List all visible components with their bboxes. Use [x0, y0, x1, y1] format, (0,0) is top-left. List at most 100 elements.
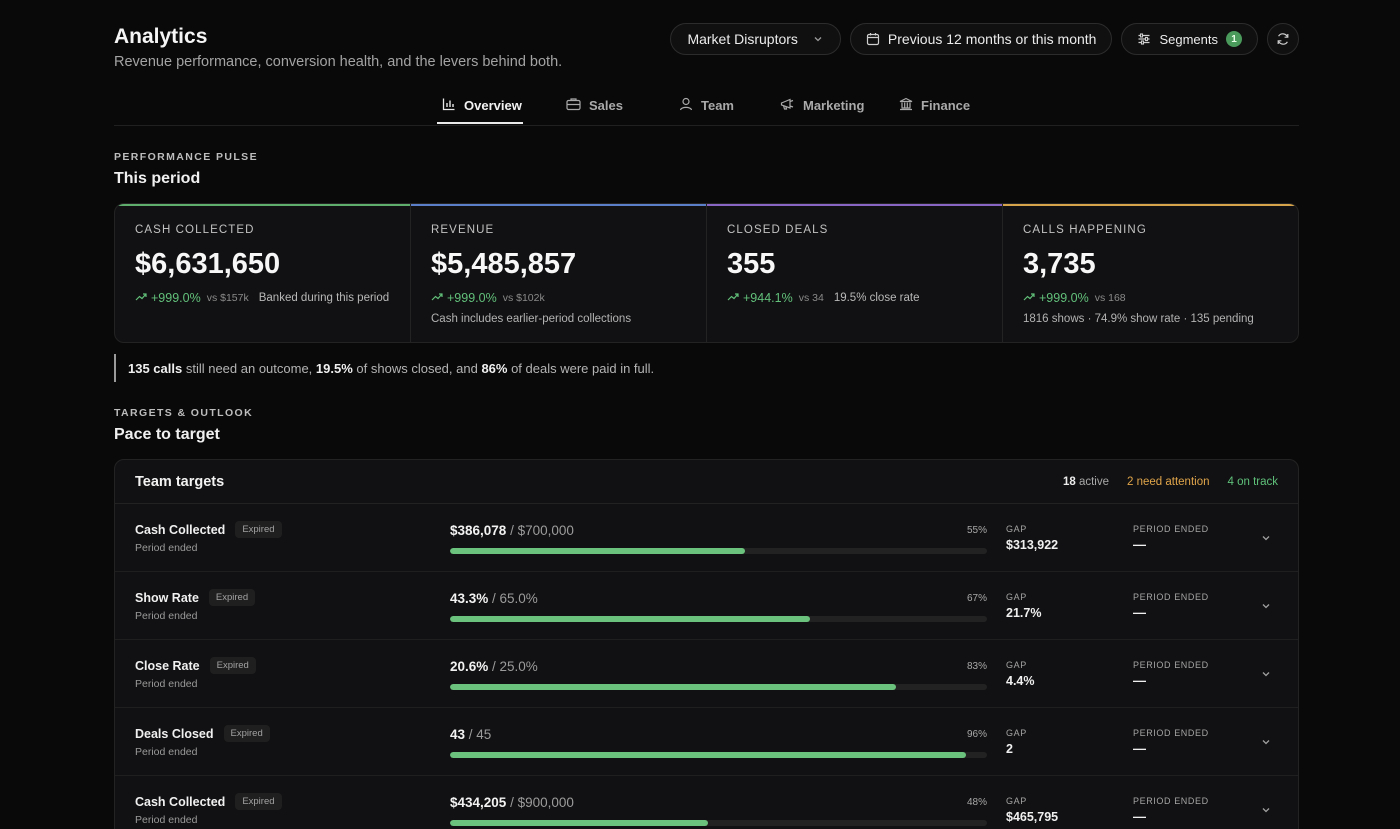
tab-sales[interactable]: Sales [566, 94, 623, 116]
target-row[interactable]: Cash Collected Expired Period ended $434,20… [115, 776, 1298, 829]
target-status: Period ended [135, 746, 198, 758]
gap-value: 4.4% [1006, 674, 1035, 688]
target-row[interactable]: Show Rate Expired Period ended 43.3% / 65.0… [115, 572, 1298, 640]
target-amount: $386,078 / $700,000 [450, 523, 574, 538]
gap-label: GAP [1006, 660, 1027, 670]
target-amount: 20.6% / 25.0% [450, 659, 538, 674]
kpi-label: CASH COLLECTED [135, 224, 255, 236]
tab-bar: Overview Sales Team Marketing Finance [114, 84, 1299, 126]
refresh-button[interactable] [1267, 23, 1299, 55]
progress-fill [450, 752, 966, 758]
callout-paid-pct: 86% [481, 360, 508, 376]
kpi-delta-row: +999.0% vs 168 [1023, 291, 1298, 305]
tab-team[interactable]: Team [679, 94, 734, 116]
attention-count[interactable]: 2 need attention [1127, 475, 1210, 488]
period-ended-label: PERIOD ENDED [1133, 660, 1209, 670]
progress-track [450, 820, 987, 826]
target-current: $434,205 [450, 795, 507, 810]
callout-calls: 135 calls [128, 360, 183, 376]
gap-value: 2 [1006, 742, 1013, 756]
tab-label: Marketing [803, 97, 865, 113]
target-goal: / 65.0% [488, 591, 538, 606]
kpi-delta-row: +999.0% vs $157k Banked during this peri… [135, 291, 410, 305]
segment-select-label: Market Disruptors [687, 31, 798, 47]
kpi-delta: +999.0% [1023, 291, 1089, 305]
target-row[interactable]: Close Rate Expired Period ended 20.6% / 25.… [115, 640, 1298, 708]
tab-label: Sales [589, 97, 623, 113]
expired-badge: Expired [235, 793, 282, 810]
pulse-eyebrow: PERFORMANCE PULSE [114, 151, 258, 163]
expired-badge: Expired [208, 589, 256, 606]
expired-badge: Expired [223, 725, 270, 742]
gap-value: $465,795 [1006, 810, 1059, 824]
bar-chart-icon [442, 97, 456, 114]
segments-label: Segments [1159, 31, 1218, 47]
panel-title: Team targets [135, 473, 225, 490]
gap-value: 21.7% [1006, 606, 1042, 620]
progress-fill [450, 548, 746, 554]
expand-chevron-icon[interactable] [1260, 667, 1272, 685]
expand-chevron-icon[interactable] [1260, 803, 1272, 821]
segments-button[interactable]: Segments 1 [1121, 23, 1258, 55]
expand-chevron-icon[interactable] [1260, 599, 1272, 617]
period-ended-label: PERIOD ENDED [1133, 592, 1209, 602]
user-icon [679, 97, 693, 114]
kpi-card-revenue: REVENUE $5,485,857 +999.0% vs $102k Cash… [411, 204, 707, 342]
tab-marketing[interactable]: Marketing [780, 94, 864, 116]
kpi-delta-row: +999.0% vs $102k [431, 291, 706, 305]
kpi-delta: +999.0% [135, 291, 201, 305]
kpi-note: 19.5% close rate [833, 292, 920, 304]
target-amount: $434,205 / $900,000 [450, 795, 574, 810]
on-track-count[interactable]: 4 on track [1227, 475, 1279, 488]
target-status: Period ended [135, 542, 198, 554]
progress-fill [450, 616, 810, 622]
target-name-label: Cash Collected [135, 522, 226, 537]
target-row[interactable]: Cash Collected Expired Period ended $386,07… [115, 504, 1298, 572]
period-ended-label: PERIOD ENDED [1133, 728, 1209, 738]
card-accent-bar [1003, 204, 1298, 206]
kpi-cards: CASH COLLECTED $6,631,650 +999.0% vs $15… [114, 203, 1299, 343]
kpi-sub: Cash includes earlier-period collections [431, 313, 632, 325]
pulse-title: This period [114, 170, 201, 187]
period-select[interactable]: Previous 12 months or this month [849, 23, 1113, 55]
kpi-vs: vs 168 [1094, 292, 1126, 304]
expand-chevron-icon[interactable] [1260, 735, 1272, 753]
target-rows: Cash Collected Expired Period ended $386,07… [115, 504, 1298, 829]
kpi-delta: +999.0% [431, 291, 497, 305]
header-controls: Market Disruptors Previous 12 months or … [670, 23, 1299, 55]
gap-label: GAP [1006, 796, 1027, 806]
progress-track [450, 752, 987, 758]
kpi-vs: vs 34 [798, 292, 824, 304]
target-percent: 48% [966, 797, 987, 808]
target-goal: / $900,000 [506, 795, 574, 810]
target-goal: / $700,000 [506, 523, 574, 538]
callout-text: 135 calls still need an outcome, 19.5% o… [128, 361, 654, 376]
period-ended-value: — [1133, 605, 1146, 620]
kpi-delta-row: +944.1% vs 34 19.5% close rate [727, 291, 1002, 305]
refresh-icon [1276, 32, 1290, 46]
target-row[interactable]: Deals Closed Expired Period ended 43 / 45 96… [115, 708, 1298, 776]
team-targets-panel: Team targets 18 active 2 need attention … [114, 459, 1299, 829]
chevron-down-icon [812, 33, 824, 45]
trend-up-icon [1023, 291, 1035, 305]
panel-stats: 18 active 2 need attention 4 on track [1063, 476, 1278, 488]
target-name-label: Close Rate [135, 658, 200, 673]
target-percent: 67% [966, 593, 987, 604]
target-goal: / 45 [465, 727, 492, 742]
callout-text-1: still need an outcome, [182, 360, 316, 376]
trend-up-icon [135, 291, 147, 305]
target-status: Period ended [135, 678, 198, 690]
progress-fill [450, 820, 708, 826]
expand-chevron-icon[interactable] [1260, 531, 1272, 549]
gap-label: GAP [1006, 728, 1027, 738]
period-ended-value: — [1133, 537, 1146, 552]
tab-overview[interactable]: Overview [442, 94, 522, 116]
segment-select[interactable]: Market Disruptors [670, 23, 841, 55]
target-amount: 43 / 45 [450, 727, 491, 742]
tab-finance[interactable]: Finance [899, 94, 970, 116]
kpi-delta-value: +999.0% [151, 291, 201, 305]
expired-badge: Expired [235, 521, 282, 538]
kpi-delta-value: +999.0% [447, 291, 497, 305]
kpi-delta-value: +944.1% [743, 291, 793, 305]
briefcase-icon [566, 97, 581, 114]
